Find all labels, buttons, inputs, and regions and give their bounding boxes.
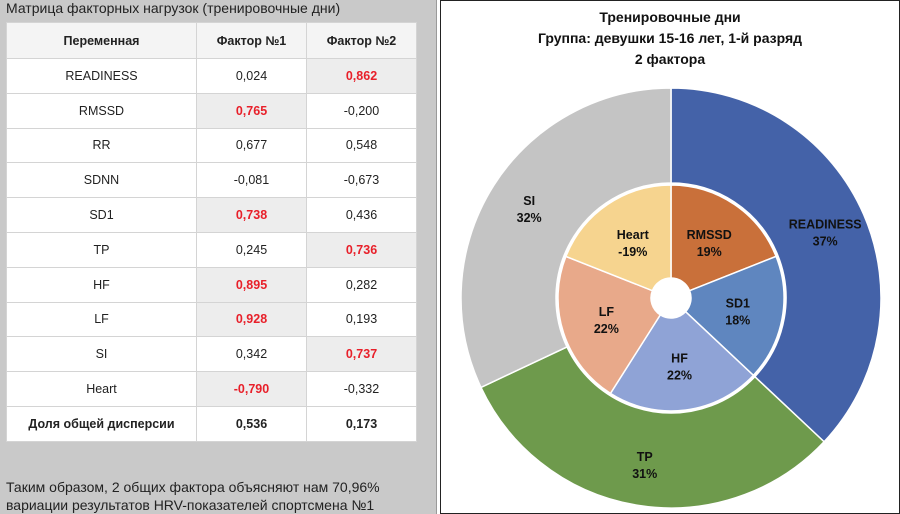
factor-matrix-panel: Матрица факторных нагрузок (тренировочны… [0, 0, 437, 514]
inner-label-rmssd: RMSSD [687, 228, 732, 242]
cell-variable: SD1 [6, 197, 197, 233]
outer-label-readiness: READINESS [789, 217, 862, 231]
inner-pct-rmssd: 19% [697, 245, 722, 259]
cell-factor-1: 0,024 [196, 58, 307, 94]
table-row: TP 0,245 0,736 [6, 231, 417, 268]
inner-label-heart: Heart [617, 228, 650, 242]
header-variable: Переменная [6, 22, 197, 59]
inner-label-lf: LF [599, 305, 615, 319]
matrix-title: Матрица факторных нагрузок (тренировочны… [6, 0, 341, 16]
inner-pct-lf: 22% [594, 322, 619, 336]
table-row: Heart -0,790 -0,332 [6, 371, 417, 407]
conclusion-line-2: вариации результатов HRV-показателей спо… [6, 497, 375, 513]
cell-factor-1: 0,342 [196, 336, 307, 373]
cell-factor-1: 0,245 [196, 231, 307, 268]
table-row: LF 0,928 0,193 [6, 301, 417, 338]
cell-variable: RR [6, 127, 197, 164]
table-row: SD1 0,738 0,436 [6, 197, 417, 233]
inner-slice-heart [564, 184, 672, 292]
summary-factor-2: 0,173 [306, 405, 417, 442]
inner-pct-hf: 22% [667, 368, 692, 382]
inner-slice-rmssd [670, 184, 778, 292]
outer-label-tp: TP [637, 450, 653, 464]
cell-factor-1: -0,081 [196, 162, 307, 199]
summary-label: Доля общей дисперсии [6, 405, 197, 442]
inner-pct-heart: -19% [618, 245, 647, 259]
cell-variable: LF [6, 301, 197, 338]
inner-pct-sd1: 18% [725, 314, 750, 328]
cell-factor-1: 0,738 [196, 197, 307, 233]
outer-slice-readiness [670, 87, 882, 443]
outer-slice-tp [479, 345, 826, 509]
cell-factor-2: 0,282 [306, 266, 417, 303]
conclusion-line-1: Таким образом, 2 общих фактора объясняют… [6, 479, 380, 495]
cell-factor-1: 0,677 [196, 127, 307, 164]
inner-slice-sd1 [684, 255, 785, 377]
cell-variable: RMSSD [6, 92, 197, 129]
cell-variable: HF [6, 266, 197, 303]
summary-row: Доля общей дисперсии 0,536 0,173 [6, 405, 417, 442]
table-row: RMSSD 0,765 -0,200 [6, 92, 417, 129]
outer-pct-si: 32% [517, 211, 542, 225]
table-header-row: Переменная Фактор №1 Фактор №2 [6, 22, 417, 59]
inner-label-hf: HF [671, 351, 688, 365]
table-row: SI 0,342 0,737 [6, 336, 417, 373]
table-row: HF 0,895 0,282 [6, 266, 417, 303]
chart-panel: Тренировочные дни Группа: девушки 15-16 … [440, 0, 900, 514]
outer-pct-tp: 31% [632, 467, 657, 481]
outer-label-si: SI [523, 194, 535, 208]
cell-factor-1: 0,765 [196, 92, 307, 129]
cell-variable: Heart [6, 371, 197, 407]
cell-factor-2: 0,436 [306, 197, 417, 233]
cell-factor-2: 0,736 [306, 231, 417, 268]
cell-factor-1: 0,895 [196, 266, 307, 303]
inner-label-sd1: SD1 [726, 297, 750, 311]
chart-title-line-2: Группа: девушки 15-16 лет, 1-й разряд [537, 30, 803, 46]
cell-factor-2: 0,193 [306, 301, 417, 338]
conclusion-text: Таким образом, 2 общих фактора объясняют… [6, 478, 426, 514]
cell-factor-2: 0,737 [306, 336, 417, 373]
factor-matrix-table: Переменная Фактор №1 Фактор №2 READINESS… [6, 22, 417, 442]
cell-variable: SI [6, 336, 197, 373]
cell-factor-2: -0,200 [306, 92, 417, 129]
table-row: SDNN -0,081 -0,673 [6, 162, 417, 199]
header-factor-2: Фактор №2 [306, 22, 417, 59]
chart-title-line-3: 2 фактора [634, 51, 706, 67]
cell-variable: READINESS [6, 58, 197, 94]
cell-factor-1: -0,790 [196, 371, 307, 407]
cell-variable: TP [6, 231, 197, 268]
sunburst-chart: READINESS 37% TP 31% SI 32% RMSSD 19% SD1 18% HF 22… [460, 87, 882, 509]
table-row: RR 0,677 0,548 [6, 127, 417, 164]
outer-slice-si [460, 87, 672, 389]
cell-factor-2: -0,673 [306, 162, 417, 199]
cell-factor-2: -0,332 [306, 371, 417, 407]
cell-factor-2: 0,548 [306, 127, 417, 164]
cell-factor-2: 0,862 [306, 58, 417, 94]
header-factor-1: Фактор №1 [196, 22, 307, 59]
table-row: READINESS 0,024 0,862 [6, 58, 417, 94]
outer-pct-readiness: 37% [813, 234, 838, 248]
summary-factor-1: 0,536 [196, 405, 307, 442]
cell-factor-1: 0,928 [196, 301, 307, 338]
chart-title-line-1: Тренировочные дни [599, 9, 741, 25]
inner-slice-lf [557, 255, 662, 395]
inner-slice-hf [609, 310, 755, 412]
cell-variable: SDNN [6, 162, 197, 199]
